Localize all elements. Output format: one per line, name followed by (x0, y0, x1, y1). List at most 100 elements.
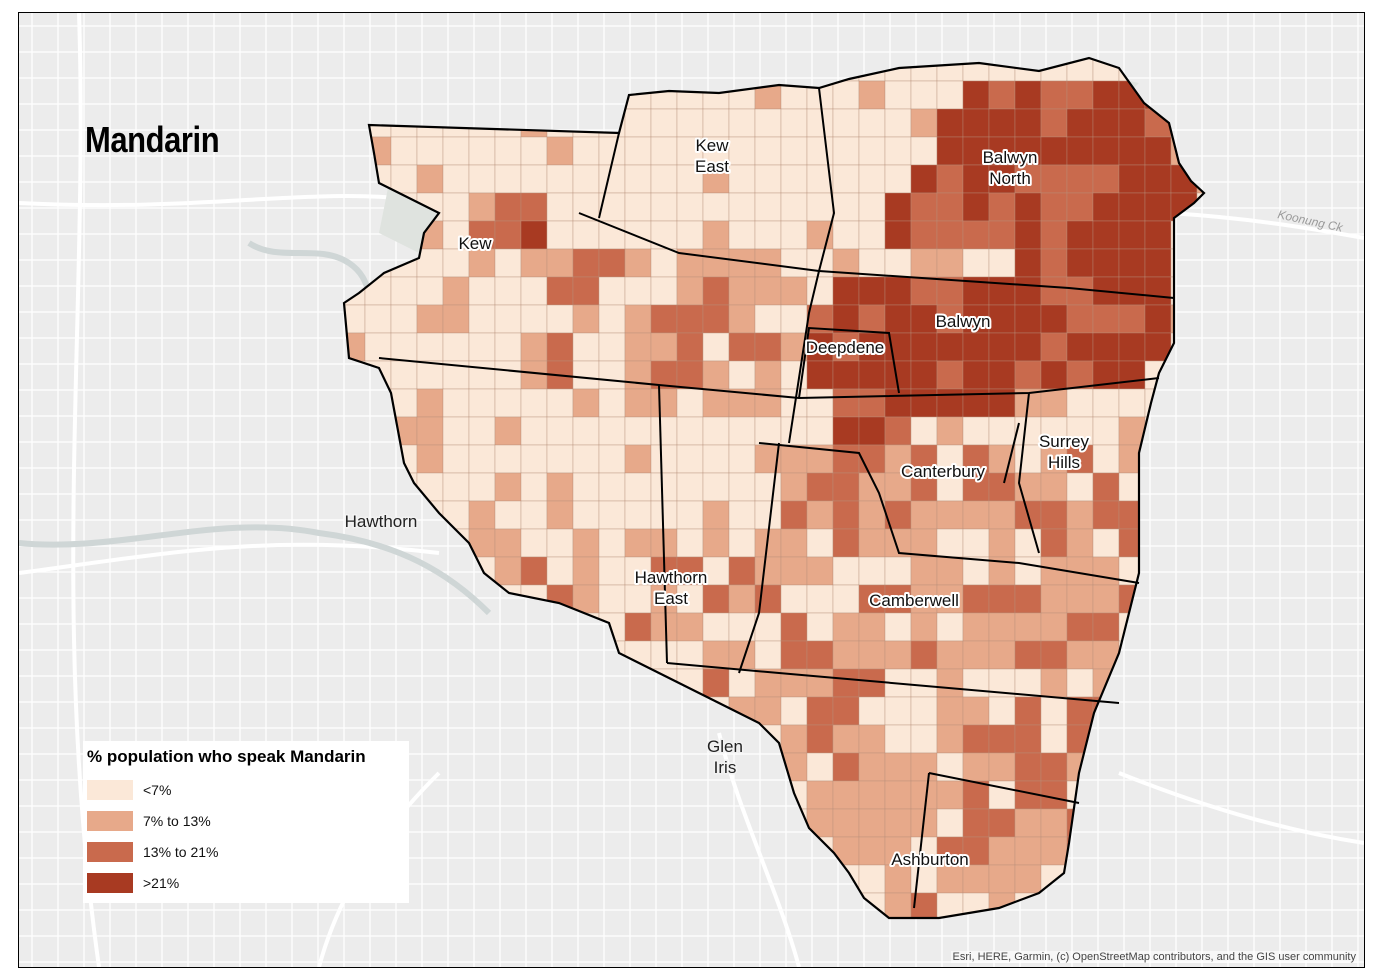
sa1-cell[interactable] (494, 136, 522, 166)
sa1-cell[interactable] (832, 304, 860, 334)
sa1-cell[interactable] (1014, 724, 1042, 754)
sa1-cell[interactable] (702, 612, 730, 642)
sa1-cell[interactable] (1092, 108, 1120, 138)
sa1-cell[interactable] (1040, 136, 1068, 166)
sa1-cell[interactable] (520, 528, 548, 558)
sa1-cell[interactable] (988, 584, 1016, 614)
sa1-cell[interactable] (806, 752, 834, 782)
sa1-cell[interactable] (572, 220, 600, 250)
sa1-cell[interactable] (962, 640, 990, 670)
sa1-cell[interactable] (650, 248, 678, 278)
sa1-cell[interactable] (1066, 668, 1094, 698)
sa1-cell[interactable] (910, 136, 938, 166)
sa1-cell[interactable] (650, 612, 678, 642)
sa1-cell[interactable] (806, 556, 834, 586)
sa1-cell[interactable] (1118, 136, 1146, 166)
sa1-cell[interactable] (754, 276, 782, 306)
sa1-cell[interactable] (1144, 220, 1172, 250)
sa1-cell[interactable] (832, 640, 860, 670)
sa1-cell[interactable] (572, 528, 600, 558)
sa1-cell[interactable] (1040, 108, 1068, 138)
sa1-cell[interactable] (1066, 640, 1094, 670)
sa1-cell[interactable] (806, 108, 834, 138)
sa1-cell[interactable] (1014, 556, 1042, 586)
sa1-cell[interactable] (884, 612, 912, 642)
sa1-cell[interactable] (520, 164, 548, 194)
sa1-cell[interactable] (884, 892, 912, 921)
sa1-cell[interactable] (884, 752, 912, 782)
sa1-cell[interactable] (494, 220, 522, 250)
sa1-cell[interactable] (1040, 248, 1068, 278)
sa1-cell[interactable] (936, 556, 964, 586)
sa1-cell[interactable] (598, 332, 626, 362)
sa1-cell[interactable] (650, 108, 678, 138)
sa1-cell[interactable] (884, 136, 912, 166)
sa1-cell[interactable] (1092, 556, 1120, 586)
sa1-cell[interactable] (1040, 304, 1068, 334)
sa1-cell[interactable] (962, 752, 990, 782)
sa1-cell[interactable] (780, 640, 808, 670)
sa1-cell[interactable] (1040, 724, 1068, 754)
sa1-cell[interactable] (858, 668, 886, 698)
sa1-cell[interactable] (780, 248, 808, 278)
sa1-cell[interactable] (1066, 360, 1094, 390)
sa1-cell[interactable] (832, 500, 860, 530)
sa1-cell[interactable] (650, 388, 678, 418)
sa1-cell[interactable] (884, 444, 912, 474)
sa1-cell[interactable] (1040, 836, 1068, 866)
sa1-cell[interactable] (910, 444, 938, 474)
sa1-cell[interactable] (1040, 668, 1068, 698)
sa1-cell[interactable] (702, 528, 730, 558)
sa1-cell[interactable] (468, 220, 496, 250)
sa1-cell[interactable] (936, 192, 964, 222)
sa1-cell[interactable] (936, 724, 964, 754)
sa1-cell[interactable] (442, 304, 470, 334)
sa1-cell[interactable] (806, 388, 834, 418)
sa1-cell[interactable] (910, 696, 938, 726)
sa1-cell[interactable] (858, 612, 886, 642)
sa1-cell[interactable] (832, 724, 860, 754)
sa1-cell[interactable] (806, 332, 834, 362)
sa1-cell[interactable] (1014, 444, 1042, 474)
sa1-cell[interactable] (936, 108, 964, 138)
sa1-cell[interactable] (988, 332, 1016, 362)
sa1-cell[interactable] (520, 276, 548, 306)
sa1-cell[interactable] (962, 360, 990, 390)
sa1-cell[interactable] (728, 192, 756, 222)
sa1-cell[interactable] (988, 528, 1016, 558)
sa1-cell[interactable] (520, 360, 548, 390)
sa1-cell[interactable] (988, 836, 1016, 866)
sa1-cell[interactable] (1118, 304, 1146, 334)
sa1-cell[interactable] (546, 248, 574, 278)
sa1-cell[interactable] (494, 248, 522, 278)
sa1-cell[interactable] (520, 444, 548, 474)
sa1-cell[interactable] (806, 780, 834, 810)
sa1-cell[interactable] (988, 444, 1016, 474)
sa1-cell[interactable] (988, 164, 1016, 194)
sa1-cell[interactable] (806, 528, 834, 558)
sa1-cell[interactable] (1014, 360, 1042, 390)
sa1-cell[interactable] (1092, 612, 1120, 642)
sa1-cell[interactable] (1040, 80, 1068, 110)
sa1-cell[interactable] (702, 220, 730, 250)
sa1-cell[interactable] (780, 556, 808, 586)
sa1-cell[interactable] (1066, 584, 1094, 614)
sa1-cell[interactable] (1040, 276, 1068, 306)
sa1-cell[interactable] (988, 472, 1016, 502)
sa1-cell[interactable] (676, 164, 704, 194)
sa1-cell[interactable] (416, 276, 444, 306)
sa1-cell[interactable] (364, 304, 392, 334)
sa1-cell[interactable] (598, 360, 626, 390)
sa1-cell[interactable] (832, 472, 860, 502)
sa1-cell[interactable] (442, 416, 470, 446)
sa1-cell[interactable] (1040, 696, 1068, 726)
sa1-cell[interactable] (1066, 276, 1094, 306)
sa1-cell[interactable] (728, 444, 756, 474)
sa1-cell[interactable] (1014, 220, 1042, 250)
sa1-cell[interactable] (858, 724, 886, 754)
sa1-cell[interactable] (1118, 220, 1146, 250)
sa1-cell[interactable] (754, 472, 782, 502)
sa1-cell[interactable] (1014, 164, 1042, 194)
sa1-cell[interactable] (832, 332, 860, 362)
sa1-cell[interactable] (494, 528, 522, 558)
